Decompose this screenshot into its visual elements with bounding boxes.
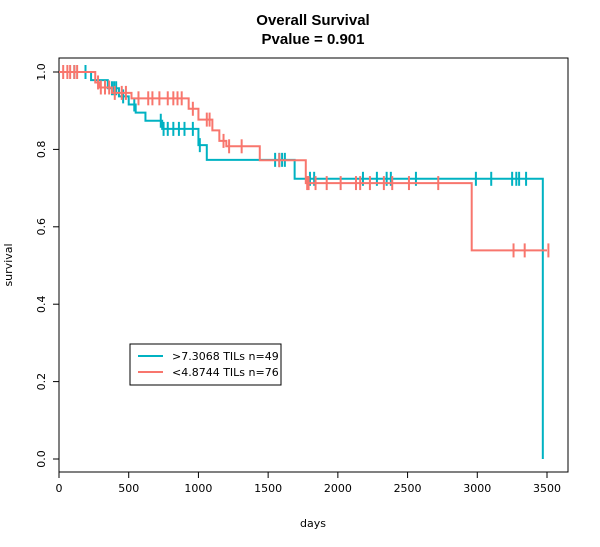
y-tick-label: 0.0: [35, 450, 48, 468]
x-axis-label: days: [300, 517, 326, 530]
y-axis: 0.0 0.2 0.4 0.6 0.8 1.0: [35, 63, 59, 468]
x-tick-label: 2000: [324, 482, 352, 495]
legend-box: [129, 343, 282, 386]
x-tick-label: 1500: [254, 482, 282, 495]
series-1: [59, 65, 544, 459]
chart-subtitle: Pvalue = 0.901: [262, 31, 365, 48]
y-tick-label: 1.0: [35, 63, 48, 81]
y-tick-label: 0.4: [35, 295, 48, 313]
survival-curve-series-1: [59, 71, 544, 459]
x-tick-label: 1000: [184, 482, 212, 495]
y-tick-label: 0.2: [35, 373, 48, 391]
chart-title: Overall Survival: [256, 12, 369, 29]
x-tick-label: 500: [118, 482, 139, 495]
series-layer: [59, 65, 550, 459]
survival-curve-series-2: [59, 71, 547, 252]
series-2: [59, 65, 550, 258]
legend: >7.3068 TILs n=49 <4.8744 TILs n=76: [129, 343, 282, 386]
plot-frame: [58, 57, 569, 473]
x-tick-label: 3500: [533, 482, 561, 495]
legend-label-series-1: >7.3068 TILs n=49: [172, 350, 279, 363]
x-tick-label: 3000: [463, 482, 491, 495]
x-axis: 0 500 1000 1500 2000 2500 3000 3500: [56, 472, 561, 495]
y-axis-label: survival: [2, 243, 15, 286]
y-tick-label: 0.6: [35, 218, 48, 236]
x-tick-label: 2500: [394, 482, 422, 495]
y-tick-label: 0.8: [35, 141, 48, 159]
x-tick-label: 0: [56, 482, 63, 495]
legend-label-series-2: <4.8744 TILs n=76: [172, 366, 279, 379]
